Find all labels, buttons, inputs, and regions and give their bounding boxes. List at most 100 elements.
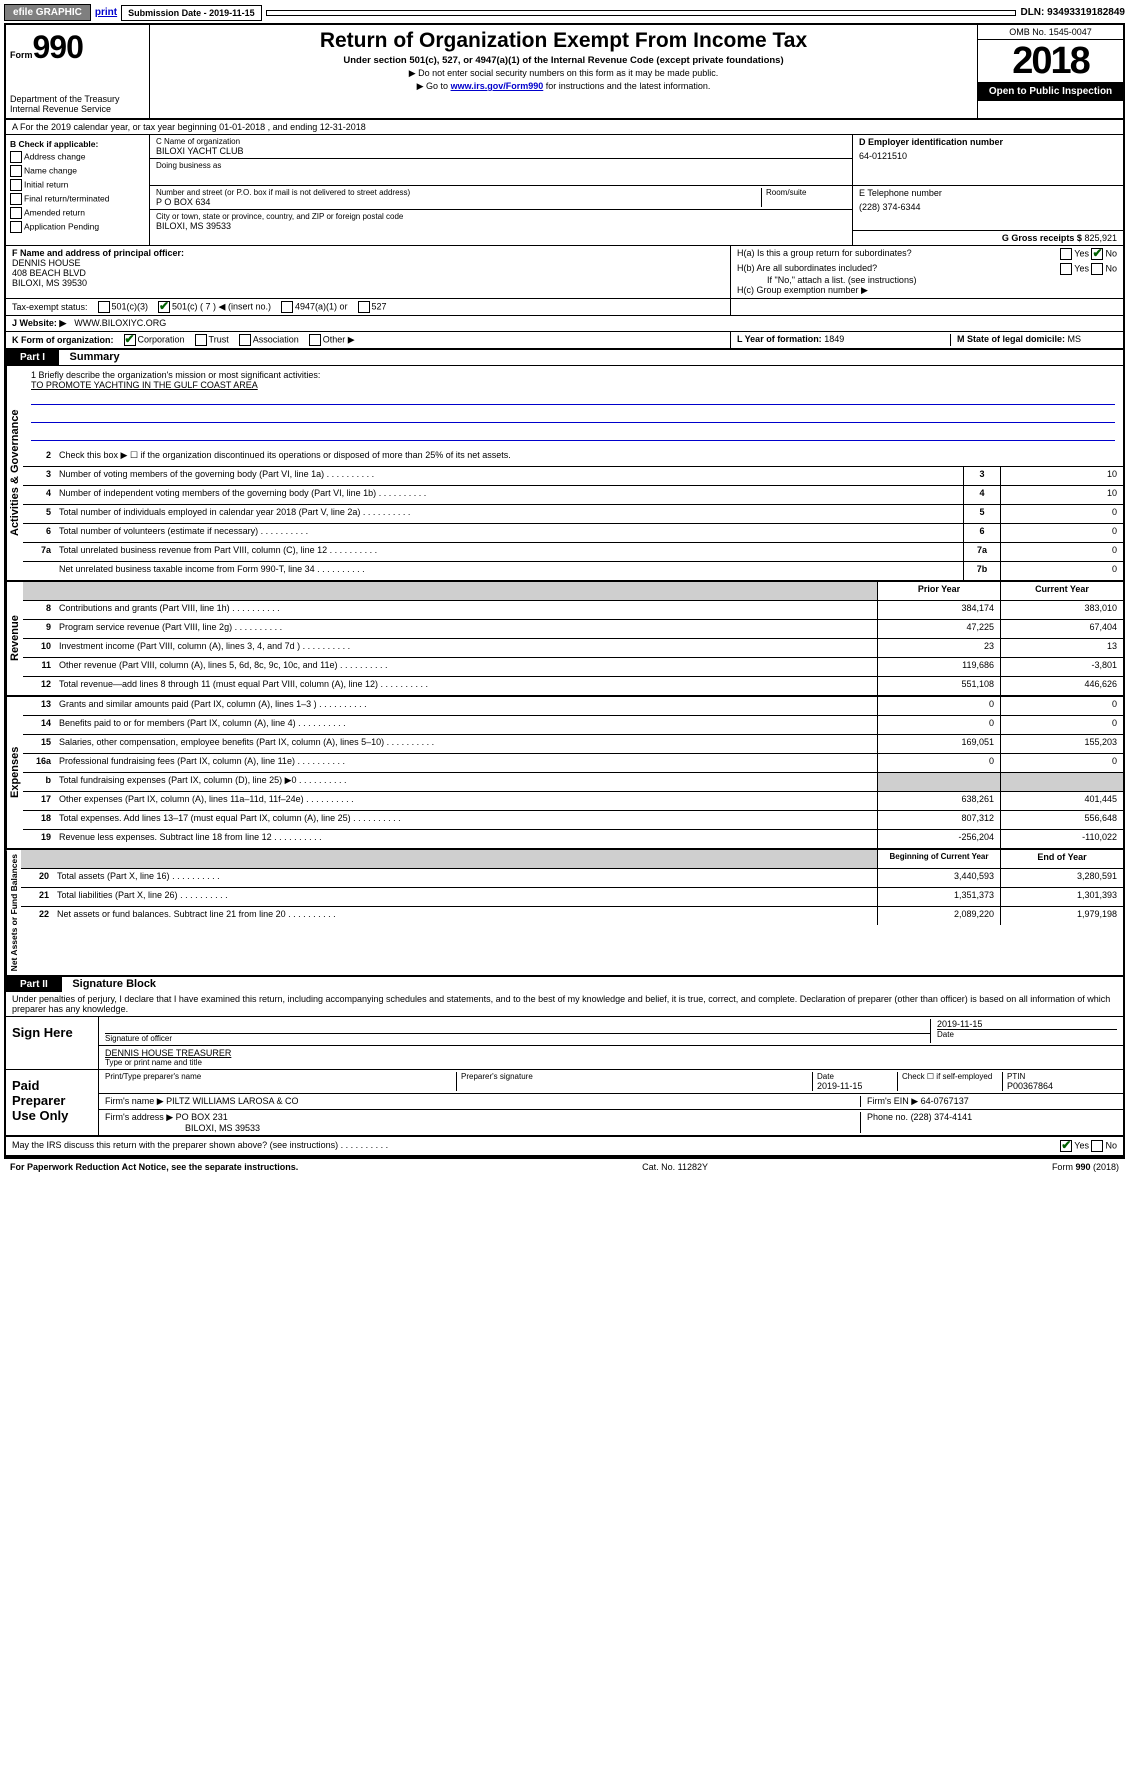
box-c: C Name of organization BILOXI YACHT CLUB… xyxy=(150,135,853,245)
officer-addr1: 408 BEACH BLVD xyxy=(12,268,724,278)
box-h: H(a) Is this a group return for subordin… xyxy=(731,246,1123,298)
discuss-row: May the IRS discuss this return with the… xyxy=(6,1137,1123,1157)
topbar: efile GRAPHIC print Submission Date - 20… xyxy=(4,4,1125,21)
part-2: Part II Signature Block xyxy=(6,975,1123,992)
exp-line: b Total fundraising expenses (Part IX, c… xyxy=(23,773,1123,792)
gov-line: 4 Number of independent voting members o… xyxy=(23,486,1123,505)
gross-value: 825,921 xyxy=(1084,233,1117,243)
omb-number: OMB No. 1545-0047 xyxy=(978,25,1123,40)
net-line: 20 Total assets (Part X, line 16) 3,440,… xyxy=(21,869,1123,888)
vlabel-expenses: Expenses xyxy=(6,697,23,848)
box-b-header: B Check if applicable: xyxy=(10,139,145,149)
addr-value: P O BOX 634 xyxy=(156,197,761,207)
irs-link[interactable]: www.irs.gov/Form990 xyxy=(451,81,544,91)
cb-final-return[interactable] xyxy=(10,193,22,205)
exp-line: 17 Other expenses (Part IX, column (A), … xyxy=(23,792,1123,811)
ein-value: 64-0121510 xyxy=(859,151,1117,161)
org-name: BILOXI YACHT CLUB xyxy=(156,146,846,156)
print-link[interactable]: print xyxy=(95,7,117,18)
col-current: Current Year xyxy=(1000,582,1123,600)
net-line: 22 Net assets or fund balances. Subtract… xyxy=(21,907,1123,925)
rev-line: 10 Investment income (Part VIII, column … xyxy=(23,639,1123,658)
form-note2: ▶ Go to www.irs.gov/Form990 for instruct… xyxy=(160,81,967,92)
part-1: Part I Summary xyxy=(6,350,1123,365)
header-left: Form990 Department of the Treasury Inter… xyxy=(6,25,150,118)
header-right: OMB No. 1545-0047 2018 Open to Public In… xyxy=(978,25,1123,118)
cb-hb-yes[interactable] xyxy=(1060,263,1072,275)
cb-app-pending[interactable] xyxy=(10,221,22,233)
box-f: F Name and address of principal officer:… xyxy=(6,246,731,298)
box-deg: D Employer identification number 64-0121… xyxy=(853,135,1123,245)
gross-label: G Gross receipts $ xyxy=(1002,233,1082,243)
footer-mid: Cat. No. 11282Y xyxy=(642,1162,708,1172)
row-j: J Website: ▶ WWW.BILOXIYC.ORG xyxy=(6,316,1123,332)
form-prefix: Form xyxy=(10,50,33,60)
row-klm: K Form of organization: Corporation Trus… xyxy=(6,332,1123,350)
mission-block: 1 Briefly describe the organization's mi… xyxy=(23,366,1123,448)
tax-year: 2018 xyxy=(978,40,1123,82)
form-note1: ▶ Do not enter social security numbers o… xyxy=(160,68,967,79)
officer-printed: DENNIS HOUSE TREASURER xyxy=(105,1048,1117,1058)
cb-ha-no[interactable] xyxy=(1091,248,1103,260)
city-value: BILOXI, MS 39533 xyxy=(156,221,846,231)
cb-address-change[interactable] xyxy=(10,151,22,163)
submission-date: Submission Date - 2019-11-15 xyxy=(121,5,262,21)
cb-assoc[interactable] xyxy=(239,334,251,346)
rev-line: 8 Contributions and grants (Part VIII, l… xyxy=(23,601,1123,620)
cb-name-change[interactable] xyxy=(10,165,22,177)
cb-amended[interactable] xyxy=(10,207,22,219)
gov-line: 6 Total number of volunteers (estimate i… xyxy=(23,524,1123,543)
section-bcdeg: B Check if applicable: Address change Na… xyxy=(6,135,1123,246)
cb-4947[interactable] xyxy=(281,301,293,313)
date-label: Date xyxy=(937,1029,1117,1039)
col-prior: Prior Year xyxy=(877,582,1000,600)
summary-expenses: Expenses 13 Grants and similar amounts p… xyxy=(6,695,1123,848)
cb-initial-return[interactable] xyxy=(10,179,22,191)
cb-hb-no[interactable] xyxy=(1091,263,1103,275)
exp-line: 15 Salaries, other compensation, employe… xyxy=(23,735,1123,754)
hc-label: H(c) Group exemption number ▶ xyxy=(737,285,1117,296)
cb-527[interactable] xyxy=(358,301,370,313)
addr-label: Number and street (or P.O. box if mail i… xyxy=(156,188,761,197)
dln: DLN: 93493319182849 xyxy=(1020,7,1125,18)
cb-discuss-yes[interactable] xyxy=(1060,1140,1072,1152)
rev-line: 12 Total revenue—add lines 8 through 11 … xyxy=(23,677,1123,695)
part2-title: Signature Block xyxy=(64,978,156,990)
sig-officer-label: Signature of officer xyxy=(105,1033,930,1043)
exp-line: 13 Grants and similar amounts paid (Part… xyxy=(23,697,1123,716)
cb-501c[interactable] xyxy=(158,301,170,313)
col-boy: Beginning of Current Year xyxy=(877,850,1000,868)
dba-label: Doing business as xyxy=(156,161,846,170)
gov-line: 3 Number of voting members of the govern… xyxy=(23,467,1123,486)
row-k-label: K Form of organization: xyxy=(12,335,114,345)
cb-trust[interactable] xyxy=(195,334,207,346)
part1-title: Summary xyxy=(62,351,120,363)
cb-ha-yes[interactable] xyxy=(1060,248,1072,260)
summary-governance: Activities & Governance 1 Briefly descri… xyxy=(6,365,1123,580)
officer-type-label: Type or print name and title xyxy=(105,1058,1117,1067)
cb-discuss-no[interactable] xyxy=(1091,1140,1103,1152)
footer: For Paperwork Reduction Act Notice, see … xyxy=(4,1159,1125,1175)
form-subtitle: Under section 501(c), 527, or 4947(a)(1)… xyxy=(160,55,967,66)
cb-corp[interactable] xyxy=(124,334,136,346)
paid-preparer-row: Paid Preparer Use Only Print/Type prepar… xyxy=(6,1070,1123,1137)
gov-line: Net unrelated business taxable income fr… xyxy=(23,562,1123,580)
vlabel-netassets: Net Assets or Fund Balances xyxy=(6,850,21,975)
sign-here-row: Sign Here Signature of officer 2019-11-1… xyxy=(6,1017,1123,1070)
cb-501c3[interactable] xyxy=(98,301,110,313)
form-header: Form990 Department of the Treasury Inter… xyxy=(6,25,1123,120)
sig-date: 2019-11-15 xyxy=(937,1019,1117,1029)
rev-line: 9 Program service revenue (Part VIII, li… xyxy=(23,620,1123,639)
part2-badge: Part II xyxy=(6,977,62,992)
ein-label: D Employer identification number xyxy=(859,137,1117,147)
city-label: City or town, state or province, country… xyxy=(156,212,846,221)
officer-addr2: BILOXI, MS 39530 xyxy=(12,278,724,288)
box-b: B Check if applicable: Address change Na… xyxy=(6,135,150,245)
ha-label: H(a) Is this a group return for subordin… xyxy=(737,248,912,260)
tax-exempt-label: Tax-exempt status: xyxy=(12,302,88,312)
net-line: 21 Total liabilities (Part X, line 26) 1… xyxy=(21,888,1123,907)
phone-value: (228) 374-6344 xyxy=(859,202,1117,212)
form-outer: Form990 Department of the Treasury Inter… xyxy=(4,23,1125,1159)
rev-line: 11 Other revenue (Part VIII, column (A),… xyxy=(23,658,1123,677)
cb-other[interactable] xyxy=(309,334,321,346)
